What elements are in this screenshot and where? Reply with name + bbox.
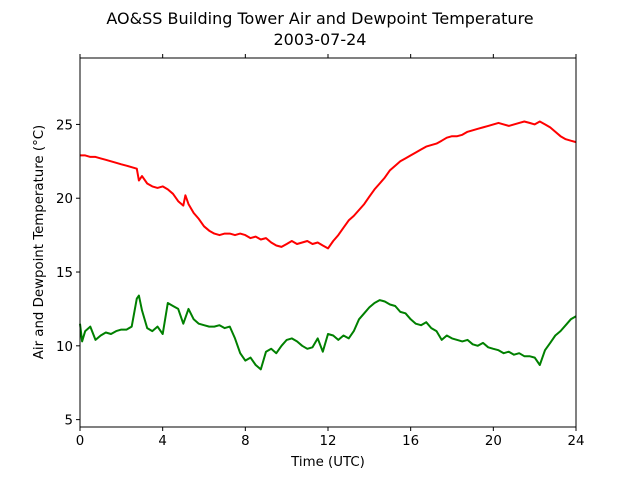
- dewpoint-temperature-line: [79, 294, 577, 371]
- y-axis-label: Air and Dewpoint Temperature (°C): [32, 125, 47, 359]
- x-tick-label: 12: [320, 434, 337, 449]
- x-tick-label: 20: [485, 434, 502, 449]
- x-axis-label: Time (UTC): [290, 455, 365, 470]
- y-tick-label: 25: [56, 118, 73, 133]
- x-tick-label: 8: [241, 434, 249, 449]
- y-tick-label: 15: [56, 266, 73, 281]
- x-tick-label: 24: [568, 434, 585, 449]
- y-axis: 5 10 15 20 25: [56, 118, 80, 429]
- chart-title: AO&SS Building Tower Air and Dewpoint Te…: [106, 9, 533, 28]
- plot-frame: [79, 57, 577, 428]
- chart-subtitle: 2003-07-24: [274, 30, 367, 49]
- air-temperature-line: [80, 120, 577, 250]
- series-layer: [79, 120, 577, 371]
- x-tick-label: 4: [158, 434, 166, 449]
- x-tick-label: 16: [402, 434, 419, 449]
- y-tick-label: 10: [56, 340, 73, 355]
- y-tick-label: 5: [65, 414, 73, 429]
- y-tick-label: 20: [56, 192, 73, 207]
- x-tick-label: 0: [76, 434, 84, 449]
- x-axis: 0 4 8 12 16 20 24: [76, 54, 585, 449]
